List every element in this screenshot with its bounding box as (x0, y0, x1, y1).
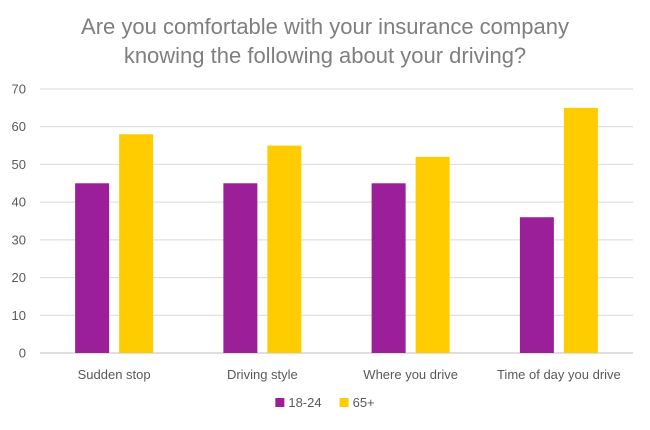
y-tick-label: 30 (12, 232, 26, 247)
y-tick-label: 70 (12, 82, 26, 97)
chart-title: Are you comfortable with your insurance … (0, 12, 650, 70)
bar-18-24-3 (371, 183, 406, 353)
y-tick-label: 60 (12, 119, 26, 134)
bar-18-24-2 (223, 183, 258, 353)
y-tick-label: 20 (12, 270, 26, 285)
category-label: Where you drive (363, 367, 458, 382)
legend-swatch (339, 398, 349, 407)
y-tick-label: 0 (19, 346, 26, 361)
bar-65-3 (415, 156, 450, 353)
bar-18-24-1 (75, 183, 110, 353)
category-label: Sudden stop (78, 367, 151, 382)
y-tick-label: 40 (12, 195, 26, 210)
legend-label: 65+ (353, 395, 375, 410)
bar-65-4 (563, 107, 598, 353)
y-tick-label: 10 (12, 308, 26, 323)
chart-title-line-1: Are you comfortable with your insurance … (81, 14, 569, 39)
y-tick-label: 50 (12, 157, 26, 172)
category-label: Driving style (227, 367, 298, 382)
bar-18-24-4 (519, 217, 554, 353)
bar-65-1 (119, 134, 154, 353)
bar-65-2 (267, 145, 302, 353)
category-label: Time of day you drive (497, 367, 621, 382)
legend-label: 18-24 (288, 395, 321, 410)
chart-title-line-2: knowing the following about your driving… (123, 43, 527, 68)
legend-swatch (275, 398, 285, 407)
